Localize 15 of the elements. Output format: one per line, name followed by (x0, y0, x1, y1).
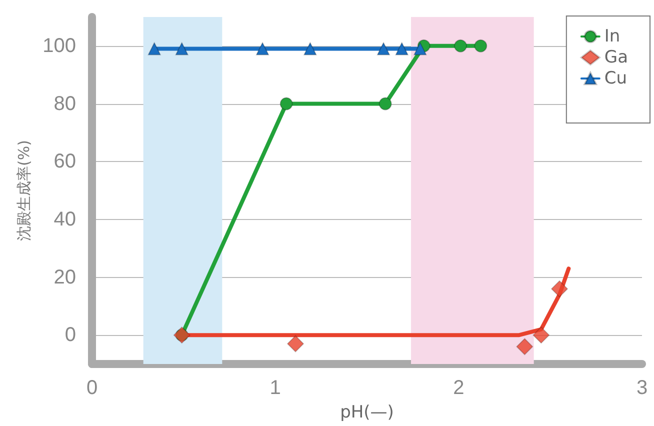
y-tick-label: 40 (54, 208, 76, 230)
y-tick-label: 100 (42, 34, 76, 57)
x-tick-label: 3 (636, 377, 648, 399)
legend-label: In (604, 26, 620, 46)
y-axis-title: 沈殿生成率(%) (15, 140, 34, 241)
y-tick-label: 0 (64, 324, 76, 346)
y-tick-label: 80 (54, 92, 76, 115)
y-tick-label: 60 (54, 150, 76, 173)
y-tick-label: 20 (54, 266, 76, 288)
x-axis-title: pH(—) (340, 402, 394, 422)
x-tick-label: 1 (270, 377, 281, 399)
x-tick-label: 0 (86, 377, 98, 399)
legend-label: Ga (604, 48, 628, 68)
x-tick-label: 2 (453, 377, 464, 399)
legend-label: Cu (604, 68, 628, 88)
